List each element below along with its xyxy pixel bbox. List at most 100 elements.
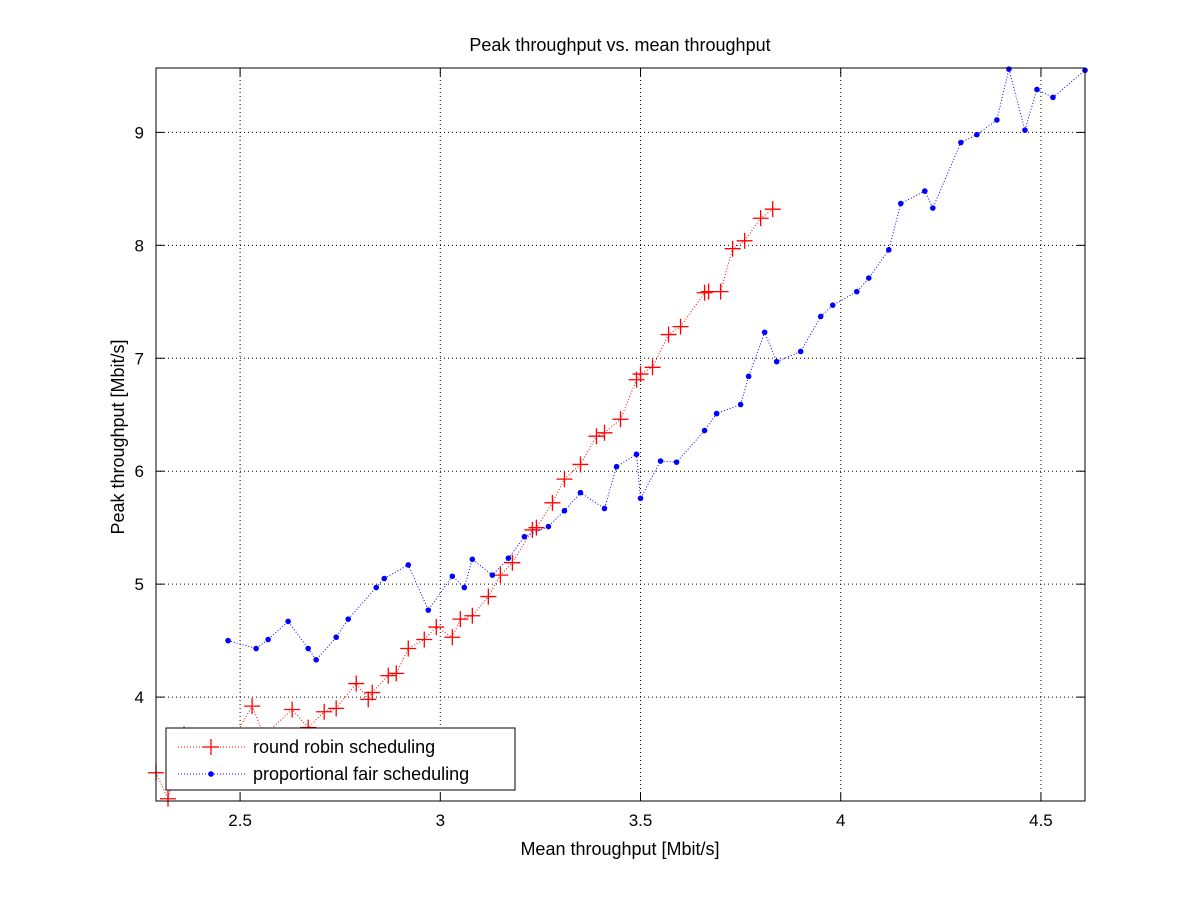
data-point bbox=[400, 640, 417, 657]
legend: round robin scheduling proportional fair … bbox=[165, 727, 516, 791]
x-tick-label: 2.5 bbox=[228, 811, 252, 830]
data-point bbox=[428, 619, 445, 636]
data-point bbox=[381, 575, 388, 582]
series-proportional-fair bbox=[225, 66, 1088, 663]
data-point bbox=[524, 521, 541, 538]
y-axis-label: Peak throughput [Mbit/s] bbox=[108, 339, 128, 534]
legend-label: proportional fair scheduling bbox=[253, 764, 469, 784]
data-point bbox=[712, 283, 729, 300]
data-point bbox=[764, 201, 781, 218]
data-point bbox=[1006, 66, 1012, 72]
legend-label: round robin scheduling bbox=[253, 737, 435, 757]
data-point bbox=[160, 790, 177, 807]
data-point bbox=[461, 584, 468, 591]
data-point bbox=[657, 458, 664, 464]
y-tick-label: 5 bbox=[135, 575, 144, 594]
data-point bbox=[974, 131, 980, 138]
legend-item: round robin scheduling bbox=[178, 737, 435, 757]
data-point bbox=[464, 607, 481, 624]
data-point bbox=[724, 240, 741, 257]
y-tick-label: 6 bbox=[135, 462, 144, 481]
data-point bbox=[452, 611, 469, 628]
data-point bbox=[380, 667, 397, 684]
data-point bbox=[745, 373, 752, 380]
data-point bbox=[265, 636, 271, 643]
data-point bbox=[556, 471, 573, 488]
data-point bbox=[480, 588, 497, 605]
data-point bbox=[737, 401, 744, 408]
data-point bbox=[853, 288, 860, 295]
x-tick-label: 4.5 bbox=[1029, 811, 1053, 830]
data-point bbox=[1022, 127, 1028, 133]
x-tick-label: 3 bbox=[436, 811, 445, 830]
data-point bbox=[672, 318, 689, 335]
x-tick-label: 3.5 bbox=[629, 811, 653, 830]
data-point bbox=[613, 463, 620, 470]
data-point bbox=[333, 634, 339, 641]
plot-series bbox=[148, 66, 1088, 807]
legend-marker bbox=[208, 771, 214, 777]
data-point bbox=[1050, 94, 1056, 101]
data-point bbox=[305, 645, 311, 652]
data-point bbox=[505, 555, 512, 561]
data-point bbox=[225, 637, 231, 644]
data-point bbox=[596, 424, 613, 441]
data-point bbox=[588, 428, 605, 445]
data-point bbox=[405, 562, 412, 568]
data-point bbox=[416, 631, 433, 648]
data-point bbox=[696, 284, 713, 301]
data-point bbox=[545, 523, 552, 530]
data-point bbox=[316, 703, 333, 720]
data-point bbox=[994, 117, 1000, 123]
x-axis-label: Mean throughput [Mbit/s] bbox=[520, 839, 719, 859]
data-point bbox=[561, 507, 568, 514]
data-point bbox=[958, 139, 964, 146]
data-point bbox=[449, 573, 456, 580]
data-point bbox=[285, 618, 291, 625]
axes-frame bbox=[155, 67, 1086, 802]
y-tick-label: 7 bbox=[135, 349, 144, 368]
chart-title: Peak throughput vs. mean throughput bbox=[469, 35, 770, 55]
y-tick-label: 9 bbox=[135, 123, 144, 142]
data-point bbox=[632, 366, 649, 383]
data-point bbox=[284, 701, 301, 718]
series-line bbox=[155, 208, 774, 801]
data-point bbox=[922, 188, 928, 194]
data-point bbox=[829, 302, 836, 308]
x-tick-label: 4 bbox=[836, 811, 845, 830]
grid bbox=[156, 68, 1085, 801]
data-point bbox=[612, 411, 629, 428]
data-point bbox=[469, 556, 476, 563]
data-point bbox=[898, 200, 904, 207]
data-point bbox=[313, 657, 319, 663]
data-point bbox=[577, 489, 584, 496]
data-point bbox=[773, 358, 780, 365]
data-point bbox=[572, 456, 589, 473]
data-point bbox=[885, 247, 892, 253]
data-point bbox=[521, 533, 528, 540]
data-point bbox=[633, 451, 640, 458]
data-point bbox=[244, 698, 261, 715]
series-line bbox=[227, 68, 1086, 661]
data-point bbox=[348, 675, 365, 692]
data-point bbox=[660, 326, 677, 343]
data-point bbox=[1034, 86, 1040, 93]
axis-ticks: 2.5 3 3.5 4 4.5 4 5 6 7 8 9 bbox=[135, 68, 1085, 830]
data-point bbox=[713, 410, 720, 417]
data-point bbox=[673, 459, 680, 465]
data-point bbox=[528, 519, 545, 536]
legend-box bbox=[165, 727, 516, 791]
data-point bbox=[930, 205, 936, 211]
data-point bbox=[388, 665, 405, 682]
data-point bbox=[865, 275, 872, 281]
data-point bbox=[360, 691, 377, 708]
data-point bbox=[253, 645, 259, 652]
series-round-robin bbox=[148, 201, 781, 807]
data-point bbox=[364, 684, 381, 701]
data-point bbox=[373, 584, 380, 591]
data-point bbox=[328, 700, 345, 717]
y-tick-label: 4 bbox=[135, 688, 144, 707]
data-point bbox=[761, 329, 768, 336]
data-point bbox=[601, 505, 608, 512]
